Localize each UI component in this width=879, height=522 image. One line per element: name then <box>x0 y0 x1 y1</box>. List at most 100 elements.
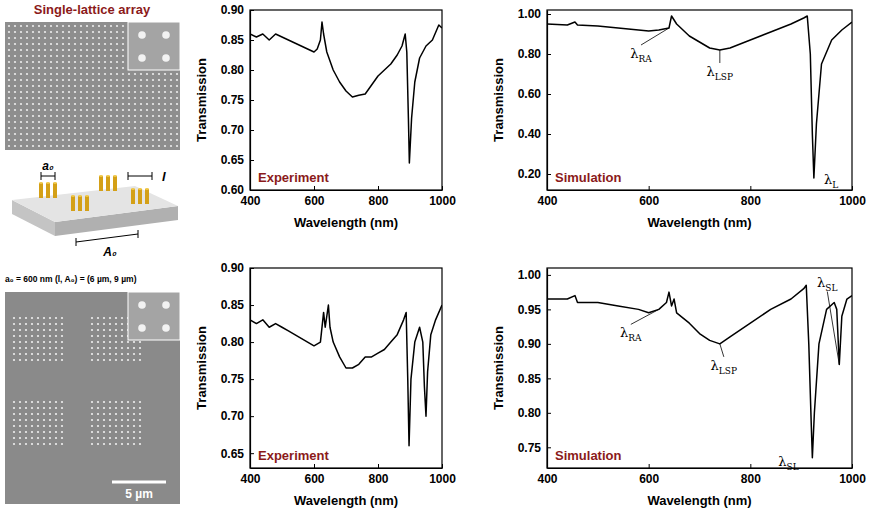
sem-dot <box>68 91 70 93</box>
sem-dot <box>92 127 94 129</box>
sem-dot <box>92 73 94 75</box>
annotation-leader <box>827 292 839 365</box>
sem-inset-dot <box>162 54 170 62</box>
x-axis: 4006008001000 <box>537 464 866 486</box>
sem-dot <box>133 443 135 445</box>
pillar-top <box>99 175 103 177</box>
x-tick-label: 1000 <box>429 194 456 208</box>
sem-dot <box>49 413 51 415</box>
sem-dot <box>68 133 70 135</box>
annotation: λLSP <box>711 358 737 376</box>
sem-dot <box>43 443 45 445</box>
sem-dot <box>110 121 112 123</box>
sem-dot <box>74 133 76 135</box>
sem-dot <box>74 67 76 69</box>
sem-dot <box>49 317 51 319</box>
sem-dot <box>62 37 64 39</box>
sem-dot <box>164 109 166 111</box>
sem-dot <box>38 79 40 81</box>
sem-dot <box>74 121 76 123</box>
sem-dot <box>61 419 63 421</box>
scale-bar <box>112 481 166 484</box>
sem-dot <box>127 359 129 361</box>
sem-dot <box>139 353 141 355</box>
sem-dot <box>20 133 22 135</box>
sem-dot <box>8 127 10 129</box>
sem-dot <box>19 407 21 409</box>
sem-dot <box>19 437 21 439</box>
sem-dot <box>26 97 28 99</box>
sem-dot <box>152 127 154 129</box>
sem-dot <box>127 341 129 343</box>
sem-dot <box>44 79 46 81</box>
sem-dot <box>116 61 118 63</box>
sem-dot <box>13 353 15 355</box>
sem-dot <box>38 91 40 93</box>
sem-dot <box>37 407 39 409</box>
sem-dot <box>43 329 45 331</box>
sem-dot <box>98 145 100 147</box>
sem-dot <box>133 407 135 409</box>
sem-dot <box>74 115 76 117</box>
sem-dot <box>170 145 172 147</box>
sem-dot <box>86 43 88 45</box>
sem-dot <box>86 67 88 69</box>
pillar-top <box>138 188 142 190</box>
sem-dot <box>56 73 58 75</box>
sem-dot <box>19 329 21 331</box>
sem-dot <box>56 31 58 33</box>
sem-dot <box>91 407 93 409</box>
sem-dot <box>146 109 148 111</box>
sem-dot <box>98 121 100 123</box>
sem-dot <box>20 103 22 105</box>
sem-dot <box>50 55 52 57</box>
sem-dot <box>104 61 106 63</box>
dimension-line <box>41 176 55 177</box>
sem-dot <box>103 323 105 325</box>
sem-dot <box>56 55 58 57</box>
sem-dot <box>44 97 46 99</box>
sem-dot <box>86 133 88 135</box>
sem-dot <box>152 79 154 81</box>
x-tick: 600 <box>639 464 659 486</box>
sem-dot <box>55 341 57 343</box>
sem-dot <box>98 85 100 87</box>
sem-dot <box>25 359 27 361</box>
sem-dot <box>32 139 34 141</box>
sem-dot <box>13 317 15 319</box>
sem-dot <box>164 145 166 147</box>
sem-dot <box>158 139 160 141</box>
sem-dot <box>91 353 93 355</box>
sem-dot <box>20 91 22 93</box>
sem-dot <box>92 67 94 69</box>
sem-dot <box>44 61 46 63</box>
sem-dot <box>170 139 172 141</box>
dimension-line <box>76 238 77 246</box>
sem-dot <box>139 413 141 415</box>
sem-dot <box>140 115 142 117</box>
sem-image-bottom: 5 µm <box>5 292 180 504</box>
y-tick-label: 0.80 <box>518 406 542 420</box>
sem-dot <box>61 323 63 325</box>
panel-title: Single-lattice array <box>34 2 151 17</box>
sem-dot <box>116 139 118 141</box>
sem-dot <box>20 97 22 99</box>
sem-dot <box>109 329 111 331</box>
sem-dot <box>37 335 39 337</box>
sem-dot <box>13 347 15 349</box>
sem-dot <box>19 353 21 355</box>
sem-dot <box>43 323 45 325</box>
annotation-symbol: λ <box>711 358 719 373</box>
sem-dot <box>62 43 64 45</box>
sem-dot <box>128 139 130 141</box>
sem-dot <box>8 49 10 51</box>
plot-area <box>547 16 852 178</box>
sem-dot <box>20 67 22 69</box>
y-tick-label: 0.65 <box>221 153 245 167</box>
spectrum-line <box>547 16 852 178</box>
sem-dot <box>158 145 160 147</box>
chart-title: Simulation <box>555 448 622 463</box>
sem-dot <box>44 67 46 69</box>
sem-dot <box>26 49 28 51</box>
sem-dot <box>8 133 10 135</box>
